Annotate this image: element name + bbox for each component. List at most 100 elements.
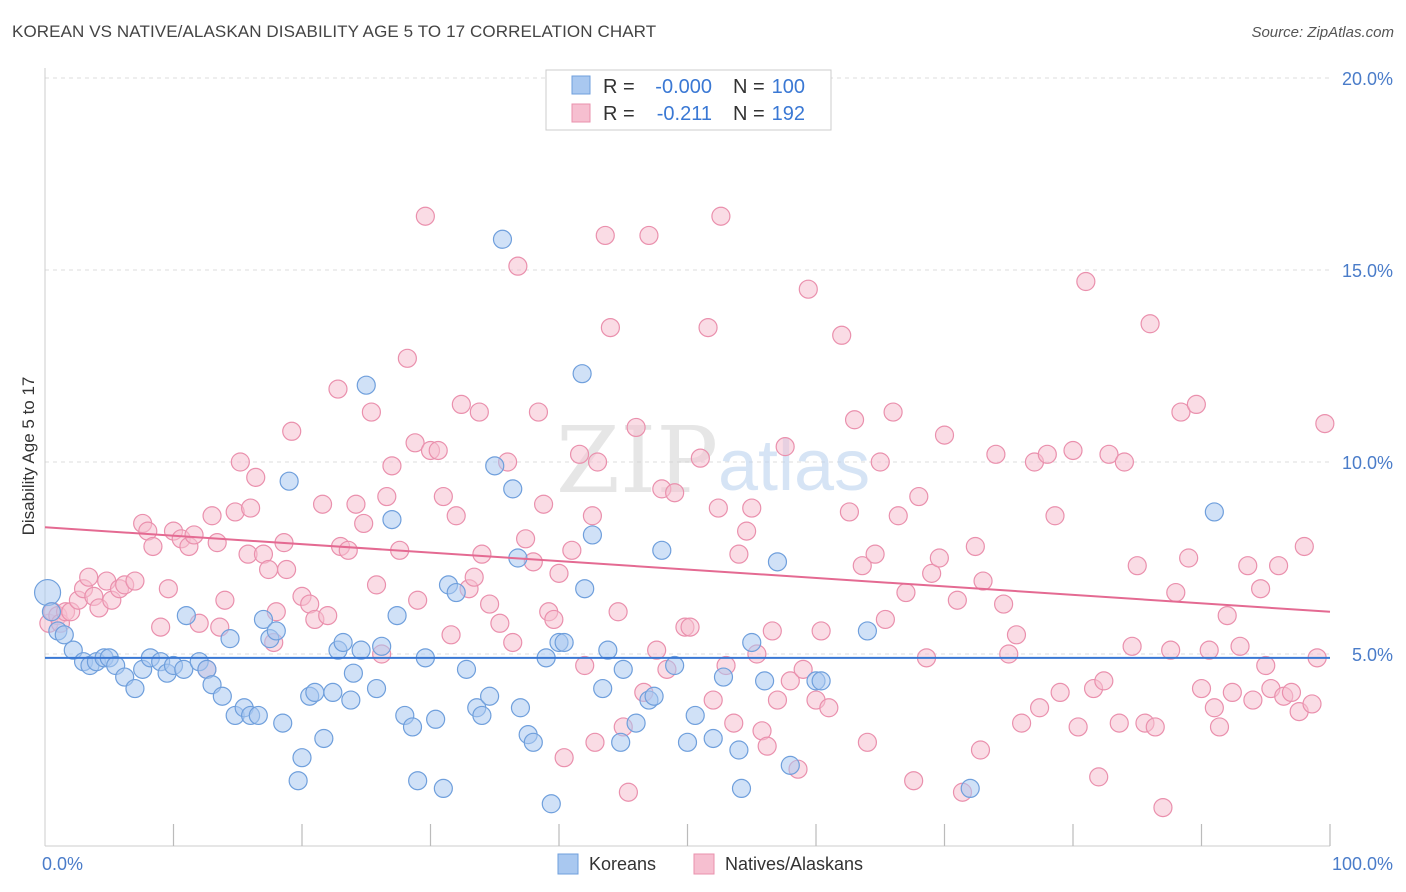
korean-point-44: [351, 640, 371, 660]
korean-point-35: [292, 748, 312, 768]
korean-point-68: [523, 732, 543, 752]
native-point-97: [626, 417, 646, 438]
native-point-155: [1011, 713, 1032, 733]
native-point-37: [258, 559, 279, 580]
native-point-167: [1099, 444, 1119, 464]
korean-points: [33, 229, 1224, 814]
korean-point-42: [341, 690, 361, 710]
native-point-173: [1140, 314, 1160, 334]
native-point-20: [158, 579, 178, 599]
native-point-96: [618, 782, 638, 802]
native-point-66: [441, 625, 461, 645]
korean-point-48: [382, 509, 402, 530]
korean-point-37: [305, 682, 325, 703]
native-point-51: [346, 494, 366, 514]
native-point-189: [1243, 690, 1263, 710]
native-point-190: [1251, 579, 1271, 599]
native-point-171: [1127, 556, 1147, 576]
native-point-59: [397, 348, 417, 368]
korean-point-12: [125, 678, 145, 699]
native-point-27: [202, 506, 222, 526]
native-point-41: [276, 559, 297, 580]
native-point-18: [143, 536, 163, 557]
korean-point-64: [503, 479, 523, 499]
native-point-197: [1294, 536, 1314, 557]
native-point-56: [377, 486, 397, 507]
korean-point-33: [279, 471, 299, 491]
native-point-15: [125, 571, 145, 591]
native-point-74: [490, 613, 510, 633]
korean-point-99: [1204, 502, 1224, 522]
trend-line-1: [44, 526, 1331, 613]
native-point-128: [819, 698, 839, 718]
native-point-177: [1166, 582, 1186, 603]
native-point-127: [811, 621, 831, 641]
korean-point-3: [54, 625, 74, 645]
y-tick-label-1: 10.0%: [1342, 453, 1393, 473]
native-point-90: [585, 732, 605, 752]
korean-point-18: [174, 659, 194, 679]
native-point-159: [1045, 506, 1065, 526]
native-point-200: [1315, 414, 1335, 434]
native-point-139: [896, 582, 916, 603]
native-point-121: [775, 437, 795, 457]
native-point-118: [757, 736, 777, 756]
native-point-119: [762, 621, 782, 641]
native-point-50: [338, 540, 358, 560]
korean-point-86: [685, 705, 705, 726]
korean-point-23: [212, 686, 232, 706]
native-point-120: [767, 690, 788, 710]
native-point-73: [480, 594, 500, 614]
korean-point-55: [433, 778, 453, 799]
korean-point-77: [598, 640, 618, 660]
legend-swatch-koreans: [571, 75, 591, 95]
native-point-81: [533, 494, 554, 514]
native-point-85: [554, 748, 574, 768]
native-point-152: [994, 594, 1014, 614]
legend-r-value-koreans: -0.000: [655, 76, 712, 98]
x-tick-label-1: 100.0%: [1332, 854, 1393, 874]
native-point-160: [1050, 682, 1070, 703]
native-point-168: [1109, 713, 1129, 733]
native-point-144: [929, 548, 949, 568]
native-point-136: [875, 609, 895, 630]
native-point-141: [909, 486, 929, 507]
native-point-30: [215, 590, 235, 610]
native-point-179: [1179, 548, 1199, 568]
native-point-150: [973, 571, 993, 591]
legend-n-label-koreans: N =: [733, 76, 765, 98]
native-point-188: [1238, 556, 1258, 576]
legend-n-value-koreans: 100: [772, 76, 805, 98]
native-point-93: [600, 318, 621, 338]
native-point-193: [1268, 556, 1289, 576]
native-point-83: [544, 609, 564, 630]
native-point-162: [1068, 717, 1088, 737]
korean-point-49: [387, 605, 407, 626]
native-point-129: [832, 325, 852, 345]
native-point-154: [1006, 625, 1027, 645]
korean-point-84: [665, 655, 685, 676]
native-point-54: [366, 575, 387, 595]
native-point-99: [639, 225, 659, 246]
native-point-107: [698, 318, 718, 338]
legend-swatch-natives: [571, 103, 591, 123]
legend-r-label-koreans: R =: [603, 76, 635, 98]
korean-point-1: [41, 602, 62, 622]
native-point-110: [711, 206, 731, 226]
korean-point-72: [554, 632, 574, 653]
native-point-52: [354, 513, 374, 534]
korean-point-47: [372, 636, 392, 656]
legend-n-label-natives: N =: [733, 103, 765, 125]
native-point-137: [883, 402, 903, 422]
native-point-166: [1094, 671, 1114, 691]
korean-point-93: [767, 552, 788, 572]
series-legend-swatch-natives: [693, 853, 715, 875]
native-point-78: [515, 529, 536, 549]
native-point-158: [1037, 444, 1057, 464]
native-point-135: [870, 452, 890, 472]
native-point-133: [857, 732, 878, 752]
korean-point-92: [754, 671, 775, 691]
native-point-124: [793, 659, 813, 679]
korean-point-66: [510, 698, 531, 718]
native-point-48: [328, 379, 348, 399]
